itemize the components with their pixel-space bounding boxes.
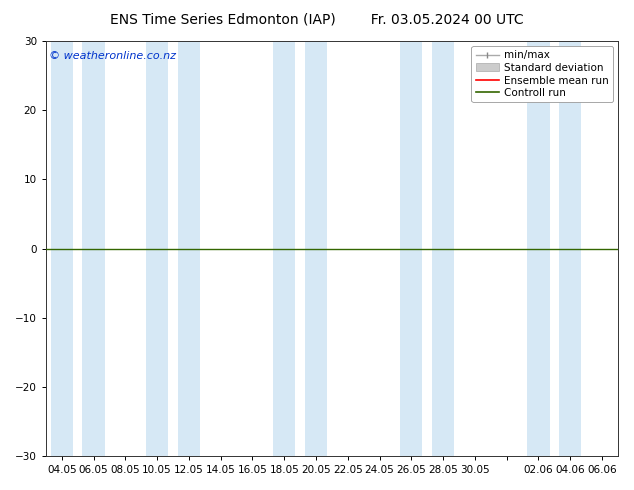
- Bar: [400, 41, 422, 456]
- Bar: [146, 41, 168, 456]
- Bar: [432, 41, 454, 456]
- Bar: [527, 41, 550, 456]
- Bar: [273, 41, 295, 456]
- Bar: [178, 41, 200, 456]
- Text: © weatheronline.co.nz: © weatheronline.co.nz: [49, 51, 176, 61]
- Text: ENS Time Series Edmonton (IAP)        Fr. 03.05.2024 00 UTC: ENS Time Series Edmonton (IAP) Fr. 03.05…: [110, 12, 524, 26]
- Bar: [305, 41, 327, 456]
- Bar: [51, 41, 73, 456]
- Bar: [82, 41, 105, 456]
- Bar: [559, 41, 581, 456]
- Legend: min/max, Standard deviation, Ensemble mean run, Controll run: min/max, Standard deviation, Ensemble me…: [472, 46, 612, 102]
